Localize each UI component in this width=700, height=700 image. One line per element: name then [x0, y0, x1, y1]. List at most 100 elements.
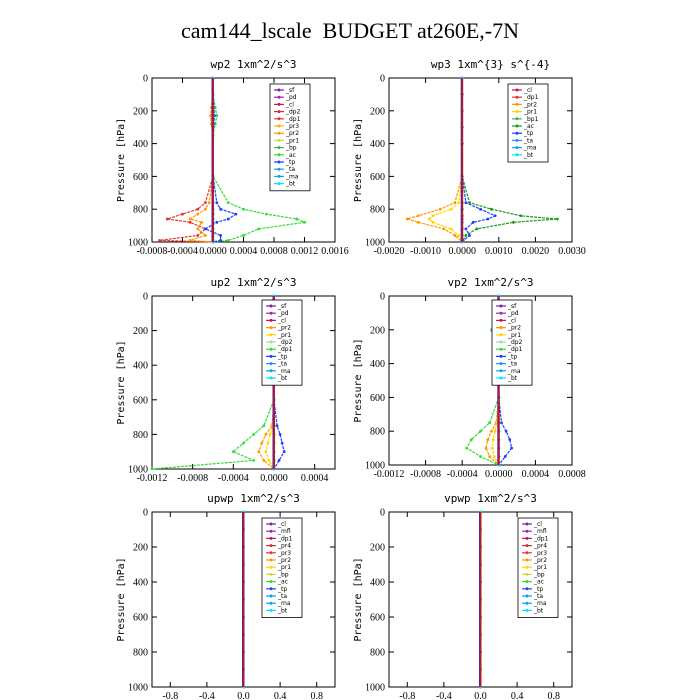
legend-marker [525, 544, 529, 548]
data-point [266, 441, 270, 445]
legend-marker [499, 326, 503, 330]
data-point [215, 220, 219, 224]
legend-marker [269, 376, 273, 380]
legend-label: _ta [285, 166, 295, 173]
data-point [207, 201, 211, 205]
legend-marker [269, 594, 273, 598]
legend-label: _tp [277, 586, 287, 593]
y-tick-label: 400 [133, 578, 148, 589]
legend-marker [269, 522, 273, 526]
legend-marker [277, 95, 281, 99]
y-tick-label: 1000 [128, 238, 148, 249]
y-tick-label: 1000 [365, 683, 385, 694]
legend-label: _pd [285, 94, 297, 101]
legend-label: _sf [285, 87, 295, 94]
legend-label: _cl [277, 317, 286, 324]
data-point [469, 438, 473, 442]
data-point [196, 207, 200, 211]
data-point [449, 207, 453, 211]
y-tick-label: 600 [370, 393, 385, 404]
data-point [226, 217, 230, 221]
x-tick-label: -0.8 [162, 691, 178, 700]
legend-marker [269, 369, 273, 373]
x-tick-label: 0.0 [237, 691, 250, 700]
legend-marker [277, 102, 281, 106]
y-tick-label: 400 [133, 139, 148, 150]
data-point [264, 433, 268, 436]
legend-label: _bp [285, 145, 297, 152]
legend-label: _pr3 [277, 550, 291, 557]
legend-marker [499, 354, 503, 358]
data-point [465, 446, 469, 450]
data-point [453, 234, 457, 237]
data-point [453, 201, 457, 205]
legend-label: _pr1 [533, 564, 547, 571]
legend-marker [515, 153, 519, 157]
data-point [431, 220, 435, 224]
data-point [442, 227, 446, 231]
data-point [416, 214, 420, 218]
y-tick-label: 1000 [128, 465, 148, 476]
legend-marker [269, 311, 273, 315]
x-tick-label: -0.0012 [137, 473, 168, 484]
y-tick-label: 400 [370, 578, 385, 589]
legend-label: _bt [277, 607, 288, 614]
legend-marker [277, 131, 281, 135]
x-tick-label: -0.0008 [410, 469, 441, 480]
data-point [203, 234, 207, 237]
x-tick-label: -0.0010 [410, 246, 441, 257]
legend-label: _ma [277, 600, 291, 607]
data-point [486, 438, 490, 442]
data-point [181, 212, 184, 216]
data-point [490, 429, 493, 433]
legend-marker [525, 601, 529, 605]
y-tick-label: 600 [370, 613, 385, 624]
legend-label: _dp1 [277, 346, 293, 353]
legend-marker [269, 347, 273, 351]
legend-marker [499, 347, 503, 351]
legend-label: _pd [277, 310, 289, 317]
data-point [486, 217, 490, 221]
data-point [268, 433, 272, 436]
data-point [188, 220, 192, 224]
panel-6: vpwp 1xm^2/s^3 0 200 400 600 800 1000 Pressure … [353, 492, 573, 700]
y-tick-label: 200 [370, 106, 385, 117]
legend-marker [277, 124, 281, 128]
data-point [303, 220, 306, 224]
legend-label: _bt [507, 375, 518, 382]
y-tick-label: 200 [133, 326, 148, 337]
y-tick-label: 1000 [365, 238, 385, 249]
legend-marker [269, 544, 273, 548]
x-tick-label: 0.4 [511, 691, 524, 700]
legend-marker [499, 376, 503, 380]
y-tick-label: 600 [370, 172, 385, 183]
legend-marker [499, 333, 503, 337]
data-point [215, 201, 219, 205]
legend-marker [269, 565, 273, 569]
legend-marker [525, 536, 529, 540]
legend-label: _pr2 [277, 557, 291, 564]
x-tick-label: -0.0004 [447, 469, 478, 480]
x-tick-label: 0.4 [274, 691, 287, 700]
legend-marker [525, 608, 529, 612]
y-tick-label: 0 [380, 74, 385, 85]
legend-marker [277, 153, 281, 157]
legend-label: _bp1 [523, 116, 539, 123]
x-tick-label: 0.8 [310, 691, 323, 700]
data-point [188, 217, 192, 221]
legend-marker [525, 565, 529, 569]
data-point [257, 450, 261, 454]
legend-marker [269, 608, 273, 612]
legend-marker [515, 95, 519, 99]
data-point [427, 217, 431, 221]
data-point [262, 424, 266, 428]
legend-label: _bt [277, 375, 288, 382]
series-line [188, 78, 214, 243]
data-point [252, 433, 256, 436]
data-point [504, 429, 508, 433]
data-point [209, 114, 213, 118]
data-point [503, 455, 507, 458]
legend-label: _pr1 [277, 332, 291, 339]
legend-label: _ma [277, 368, 291, 375]
y-tick-label: 800 [133, 205, 148, 216]
